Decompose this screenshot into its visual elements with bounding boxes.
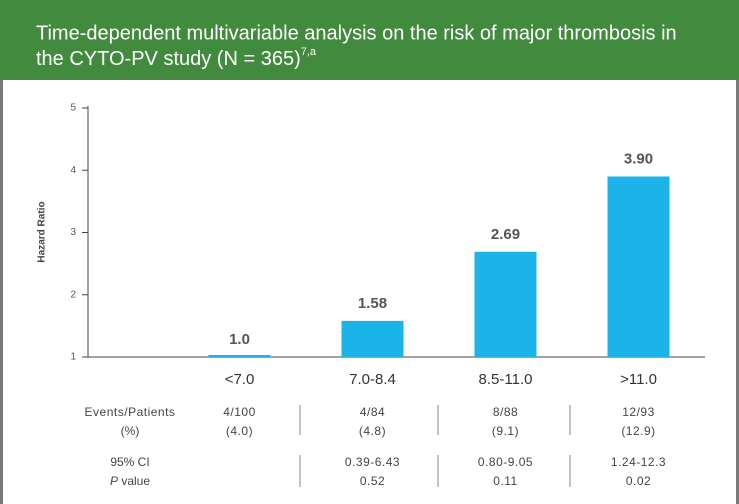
x-tick-label: 8.5-11.0 [479,371,533,388]
table-cell: (12.9) [621,424,655,438]
p-rest: value [118,474,150,488]
table-cell: 4/84 [360,405,385,419]
separators [299,405,571,487]
table-cell: (9.1) [492,424,519,438]
x-tick-label: <7.0 [225,371,255,388]
left-border [0,80,3,504]
p-italic: P [110,474,118,488]
table-cell: 12/93 [622,405,655,419]
bar [474,251,537,357]
value-label: 1.0 [229,331,250,348]
title-line: the CYTO-PV study (N = 365)7,a [36,46,317,70]
bar [607,176,670,357]
title-text: the CYTO-PV study (N = 365) [36,48,301,70]
x-tick-label: >11.0 [620,371,657,388]
value-label: 2.69 [491,226,520,243]
x-tick-label: 7.0-8.4 [349,371,396,388]
row-label: 95% CI [110,455,149,469]
title-superscript: 7,a [301,46,317,58]
table-cell: 0.80-9.05 [478,455,533,469]
row-label: (%) [121,424,140,438]
row-label: P value [110,474,150,488]
y-tick-label: 1 [70,352,76,363]
right-border [736,80,739,504]
header-band [0,0,739,80]
y-tick-label: 5 [70,103,76,114]
y-tick-label: 2 [70,289,76,300]
y-tick-label: 4 [70,165,76,176]
bar [341,320,404,357]
value-label: 3.90 [624,150,653,167]
title-line: Time-dependent multivariable analysis on… [36,22,677,44]
table-cell: 8/88 [493,405,518,419]
table-cell: 1.24-12.3 [611,455,666,469]
y-axis-label: Hazard Ratio [37,201,48,262]
bar [208,355,271,357]
table-cell: (4.8) [359,424,386,438]
table-cell: 0.02 [626,474,651,488]
y-tick-label: 3 [70,227,76,238]
row-label: Events/Patients [85,405,176,419]
value-label: 1.58 [358,295,387,312]
table-cell: 0.52 [360,474,385,488]
table-cell: 0.39-6.43 [345,455,400,469]
table-cell: 4/100 [223,405,256,419]
table-cell: 0.11 [493,474,517,488]
table-cell: (4.0) [226,424,253,438]
